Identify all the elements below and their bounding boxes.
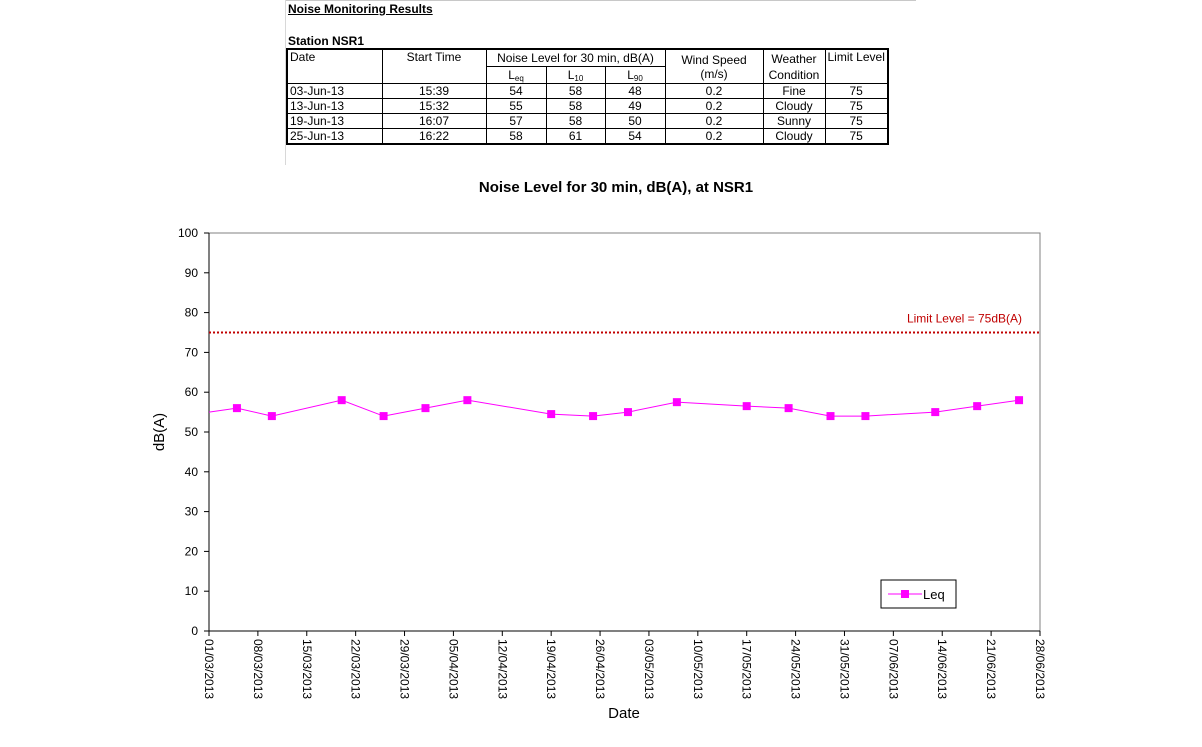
data-point-leq [826,412,835,421]
x-tick-label: 15/03/2013 [300,639,314,699]
data-point-leq [337,396,346,405]
y-tick-label: 90 [185,266,199,280]
y-tick-label: 70 [185,345,199,359]
x-tick-label: 14/06/2013 [935,639,949,699]
x-tick-label: 12/04/2013 [495,639,509,699]
cell-l10: 61 [545,128,606,145]
cell-limit-level: 75 [824,98,889,114]
legend-label: Leq [923,587,945,602]
data-point-leq [623,408,632,417]
x-tick-label: 22/03/2013 [349,639,363,699]
data-point-leq [547,410,556,419]
header-leq: Leq [485,66,547,84]
header-wind-speed-label: Wind Speed [681,52,747,67]
x-tick-label: 17/05/2013 [740,639,754,699]
y-tick-label: 50 [185,425,199,439]
data-point-leq [931,408,940,417]
cell-date: 25-Jun-13 [286,128,383,145]
cell-leq: 57 [485,113,547,129]
cell-weather: Cloudy [762,128,826,145]
table-subheader-row: Leq L10 L90 [287,66,888,84]
x-tick-label: 01/03/2013 [202,639,216,699]
x-axis-label: Date [608,705,640,722]
x-tick-label: 26/04/2013 [593,639,607,699]
series-line-leq [208,399,1020,417]
report-title: Noise Monitoring Results [288,2,433,16]
header-limit-level: Limit Level [824,48,889,84]
data-point-leq [973,402,982,411]
cell-leq: 55 [485,98,547,114]
cell-leq: 58 [485,128,547,145]
limit-line-label: Limit Level = 75dB(A) [907,312,1022,326]
legend-marker [901,590,909,598]
header-l10-main: L [567,68,575,82]
header-wind-speed-unit: (m/s) [700,66,728,81]
cell-start-time: 16:22 [381,128,487,145]
table-row: 13-Jun-13 15:32 55 58 49 0.2 Cloudy 75 [286,98,889,114]
data-point-leq [267,412,276,421]
data-point-leq [232,404,241,413]
x-tick-label: 29/03/2013 [398,639,412,699]
x-tick-label: 24/05/2013 [789,639,803,699]
cell-weather: Cloudy [762,98,826,114]
data-point-leq [742,402,751,411]
station-title: Station NSR1 [288,34,365,48]
cell-date: 03-Jun-13 [286,83,383,99]
x-tick-label: 31/05/2013 [837,639,851,699]
header-l10-sub: 10 [574,74,584,83]
data-point-leq [463,396,472,405]
chart-title: Noise Level for 30 min, dB(A), at NSR1 [478,179,754,196]
x-tick-label: 10/05/2013 [691,639,705,699]
y-tick-label: 100 [178,226,198,240]
y-tick-label: 20 [185,544,199,558]
cell-limit-level: 75 [824,128,889,145]
table-row: 25-Jun-13 16:22 58 61 54 0.2 Cloudy 75 [286,128,889,145]
plot-area [208,232,1041,632]
cell-l90: 50 [604,113,666,129]
table-row: 03-Jun-13 15:39 54 58 48 0.2 Fine 75 [286,83,889,99]
data-point-leq [421,404,430,413]
y-tick-label: 30 [185,505,199,519]
table-row: 19-Jun-13 16:07 57 58 50 0.2 Sunny 75 [286,113,889,129]
cell-start-time: 16:07 [381,113,487,129]
x-tick-label: 19/04/2013 [544,639,558,699]
data-point-leq [861,412,870,421]
y-tick-label: 60 [185,385,199,399]
header-leq-sub: eq [514,74,524,83]
data-point-leq [379,412,388,421]
header-start-time: Start Time [381,48,487,84]
results-table: Date Start Time Noise Level for 30 min, … [286,48,889,145]
y-axis-label: dB(A) [151,413,168,451]
header-l90-sub: 90 [633,74,643,83]
data-point-leq [1015,396,1024,405]
data-point-leq [589,412,598,421]
x-tick-label: 03/05/2013 [642,639,656,699]
data-point-leq [784,404,793,413]
x-tick-label: 21/06/2013 [984,639,998,699]
sheet-border-line [286,0,916,1]
x-tick-label: 28/06/2013 [1033,639,1047,699]
cell-limit-level: 75 [824,113,889,129]
sheet-left-border [285,0,286,165]
x-tick-label: 07/06/2013 [886,639,900,699]
cell-wind-speed: 0.2 [664,113,764,129]
x-tick-label: 08/03/2013 [251,639,265,699]
cell-date: 19-Jun-13 [286,113,383,129]
cell-weather: Sunny [762,113,826,129]
y-tick-label: 80 [185,306,199,320]
y-tick-label: 10 [185,584,199,598]
y-tick-label: 40 [185,465,199,479]
header-date: Date [286,48,383,84]
cell-limit-level: 75 [824,83,889,99]
x-tick-label: 05/04/2013 [446,639,460,699]
y-tick-label: 0 [191,624,198,638]
header-leq-main: L [508,68,515,82]
data-point-leq [672,398,681,407]
header-l90-main: L [627,68,634,82]
cell-date: 13-Jun-13 [286,98,383,114]
